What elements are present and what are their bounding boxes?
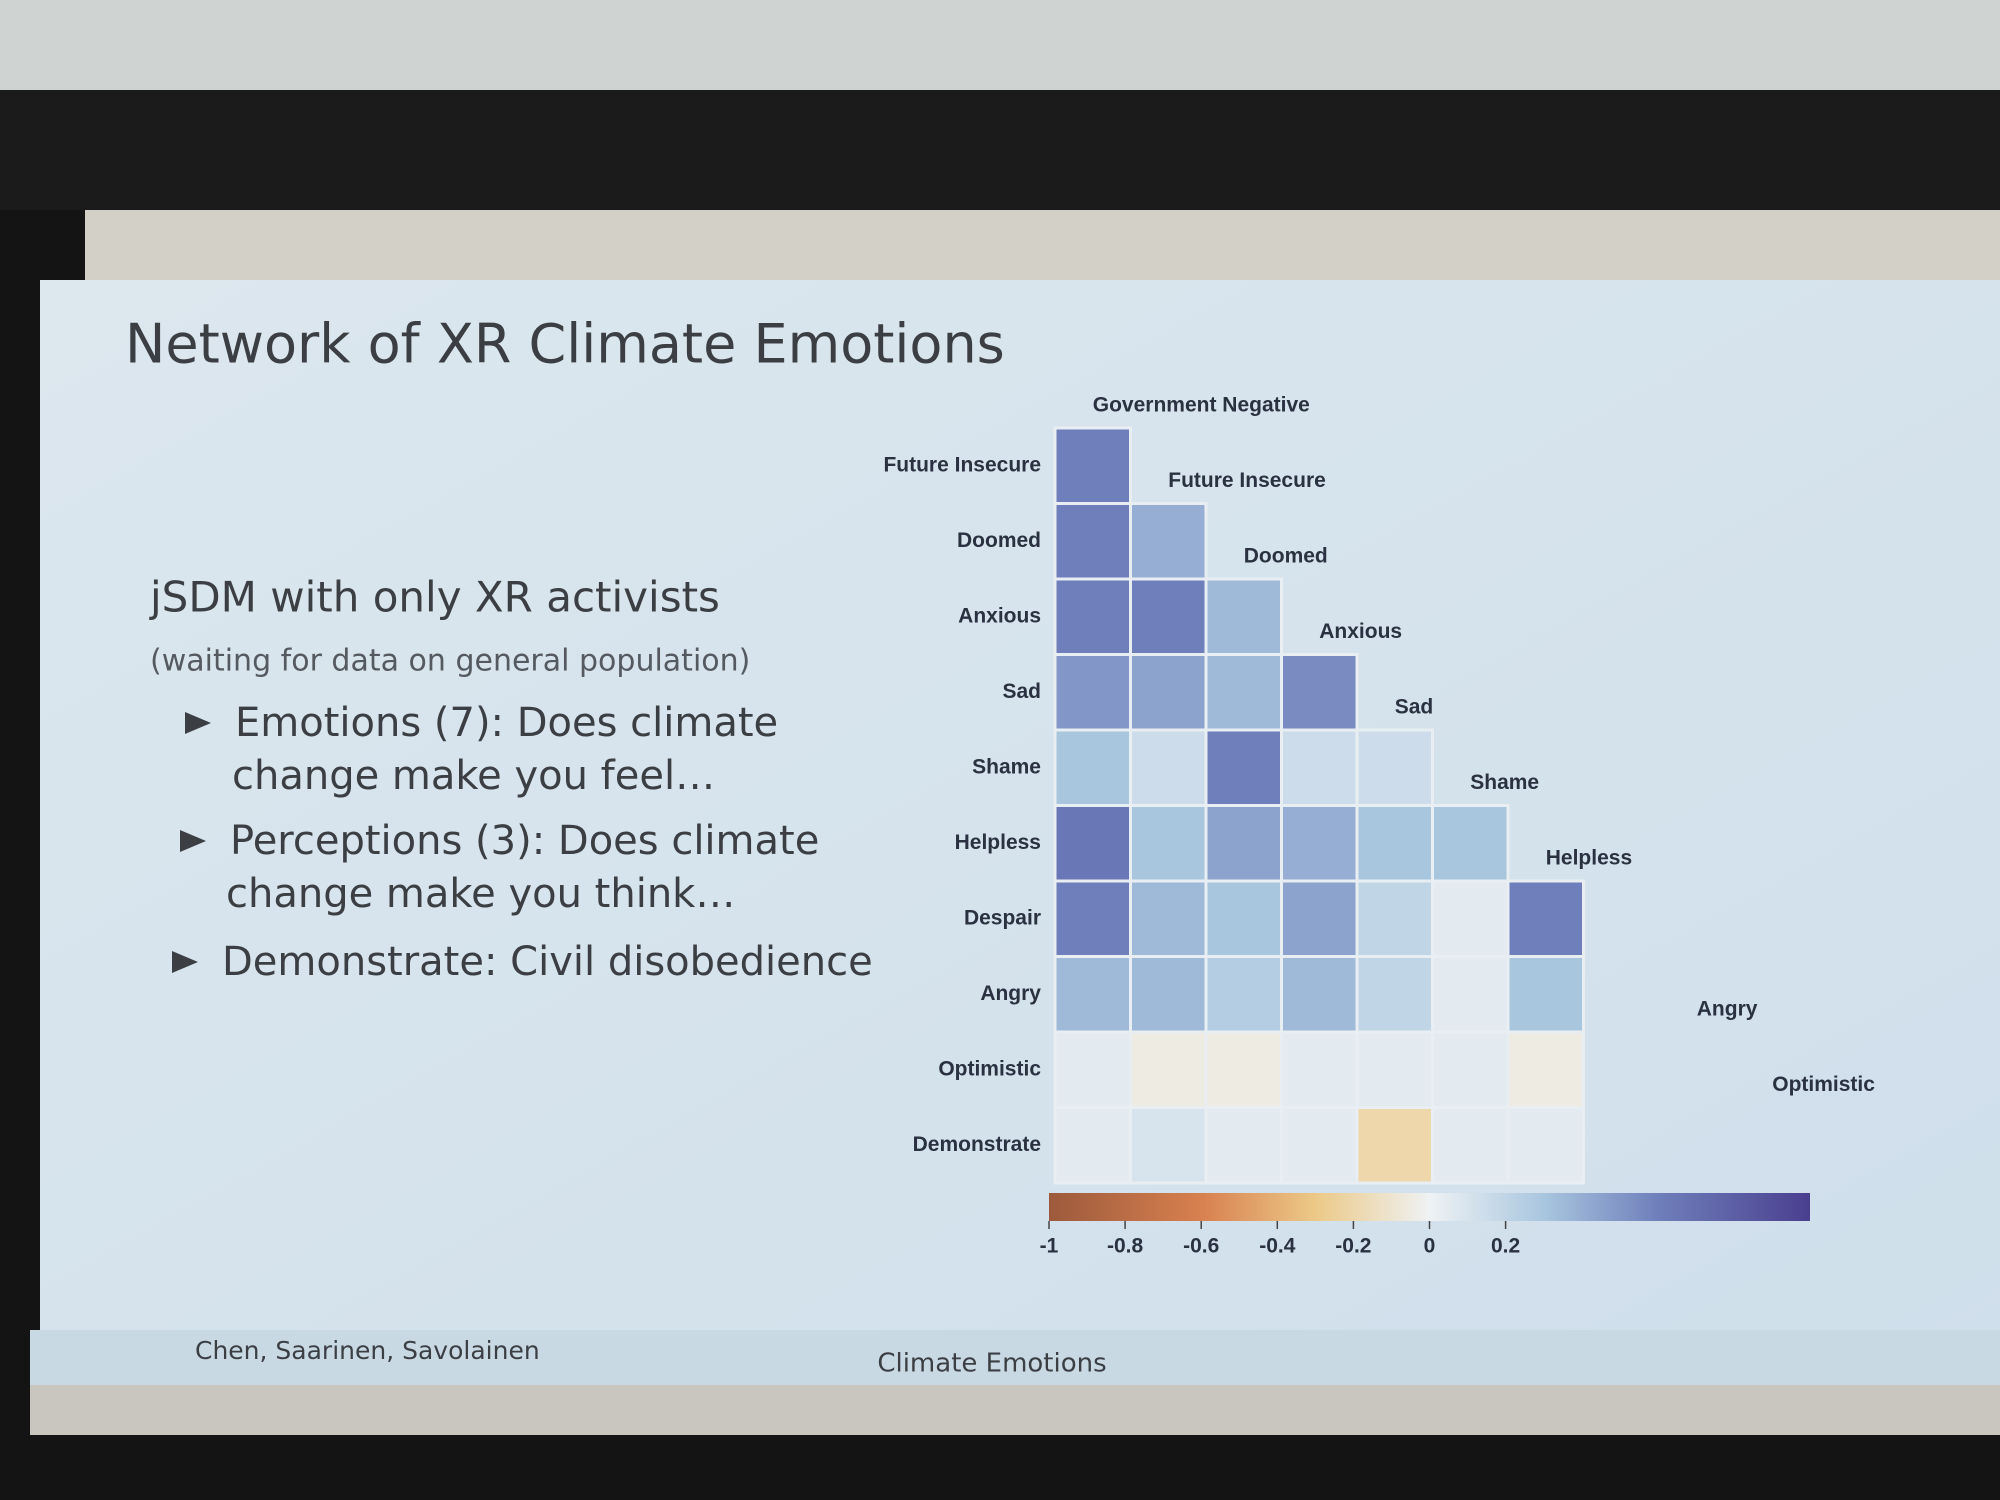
cell: [1204, 955, 1283, 1034]
bullet-line: change make you feel…: [232, 753, 715, 799]
footer-band: [30, 1330, 2000, 1385]
cell: [1506, 1030, 1585, 1109]
cell: [1431, 1106, 1510, 1185]
column-label: Shame: [1470, 771, 1539, 794]
row-label: Shame: [972, 755, 1041, 778]
cell: [1053, 955, 1132, 1034]
cell: [1129, 502, 1208, 581]
column-label: Optimistic: [1772, 1073, 1875, 1096]
cell: [1053, 1030, 1132, 1109]
cell: [1204, 653, 1283, 732]
cell: [1053, 653, 1132, 732]
slide-top-band: [85, 210, 2000, 280]
cell: [1355, 955, 1434, 1034]
cell: [1355, 1030, 1434, 1109]
cell: [1355, 879, 1434, 958]
cell: [1355, 804, 1434, 883]
row-label: Helpless: [955, 831, 1041, 854]
column-label: Sad: [1395, 696, 1434, 719]
note: (waiting for data on general population): [150, 644, 750, 679]
column-label: Angry: [1697, 998, 1758, 1021]
bullet-line: Perceptions (3): Does climate: [230, 818, 819, 864]
cell: [1129, 1030, 1208, 1109]
cell: [1204, 1030, 1283, 1109]
footer-left: Chen, Saarinen, Savolainen: [195, 1336, 540, 1365]
cell: [1506, 955, 1585, 1034]
cell: [1053, 879, 1132, 958]
cell: [1129, 653, 1208, 732]
cell: [1129, 728, 1208, 807]
cell: [1280, 804, 1359, 883]
cell: [1053, 728, 1132, 807]
heatmap: Future Insecure Doomed Anxious Sad Shame Help…: [883, 394, 1875, 1258]
cell: [1204, 728, 1283, 807]
row-label: Sad: [1002, 680, 1041, 703]
column-label: Future Insecure: [1168, 469, 1326, 492]
cell: [1355, 1106, 1434, 1185]
colorbar-tick-label: -1: [1040, 1235, 1059, 1258]
bullet-line: Emotions (7): Does climate: [235, 700, 778, 746]
row-label: Angry: [980, 982, 1041, 1005]
cell: [1431, 1030, 1510, 1109]
cell: [1204, 1106, 1283, 1185]
ceiling: [0, 0, 2000, 90]
cell: [1053, 426, 1132, 505]
footer-center: Climate Emotions: [877, 1349, 1106, 1379]
colorbar: [1049, 1193, 1810, 1221]
column-label: Government Negative: [1093, 394, 1310, 417]
cell: [1506, 879, 1585, 958]
cell: [1431, 879, 1510, 958]
cell: [1204, 804, 1283, 883]
cell: [1053, 1106, 1132, 1185]
cell: [1280, 1106, 1359, 1185]
heading: jSDM with only XR activists: [149, 573, 720, 622]
bullet-line: Demonstrate: Civil disobedience: [222, 939, 873, 985]
slide-title: Network of XR Climate Emotions: [125, 313, 1005, 376]
cell: [1431, 955, 1510, 1034]
cell: [1204, 879, 1283, 958]
row-label: Doomed: [957, 529, 1041, 552]
row-label: Future Insecure: [883, 453, 1041, 476]
cell: [1280, 955, 1359, 1034]
cell: [1280, 728, 1359, 807]
row-label: Optimistic: [938, 1057, 1041, 1080]
cell: [1280, 1030, 1359, 1109]
cell: [1431, 804, 1510, 883]
colorbar-tick-label: -0.2: [1335, 1235, 1371, 1258]
slide-bottom-band: [30, 1385, 2000, 1435]
column-label: Doomed: [1244, 545, 1328, 568]
cell: [1280, 653, 1359, 732]
cell: [1129, 955, 1208, 1034]
bullet-line: change make you think…: [226, 871, 735, 917]
cell: [1204, 577, 1283, 656]
cell: [1280, 879, 1359, 958]
colorbar-tick-label: -0.6: [1183, 1235, 1219, 1258]
colorbar-tick-label: 0: [1424, 1235, 1436, 1258]
column-label: Helpless: [1546, 847, 1632, 870]
column-label: Anxious: [1319, 620, 1402, 643]
cell: [1129, 879, 1208, 958]
cell: [1053, 502, 1132, 581]
colorbar-tick-label: -0.8: [1107, 1235, 1144, 1258]
screen-frame: [0, 90, 2000, 210]
cell: [1355, 728, 1434, 807]
cell: [1506, 1106, 1585, 1185]
row-label: Despair: [964, 906, 1041, 929]
row-label: Demonstrate: [913, 1133, 1041, 1156]
cell: [1053, 804, 1132, 883]
cell: [1053, 577, 1132, 656]
cell: [1129, 804, 1208, 883]
colorbar-tick-label: -0.4: [1259, 1235, 1296, 1258]
cell: [1129, 577, 1208, 656]
colorbar-tick-label: 0.2: [1491, 1235, 1520, 1258]
row-label: Anxious: [958, 604, 1041, 627]
cell: [1129, 1106, 1208, 1185]
bullet-icon: [180, 830, 206, 852]
bullet-icon: [185, 712, 211, 734]
bullet-icon: [172, 951, 198, 973]
